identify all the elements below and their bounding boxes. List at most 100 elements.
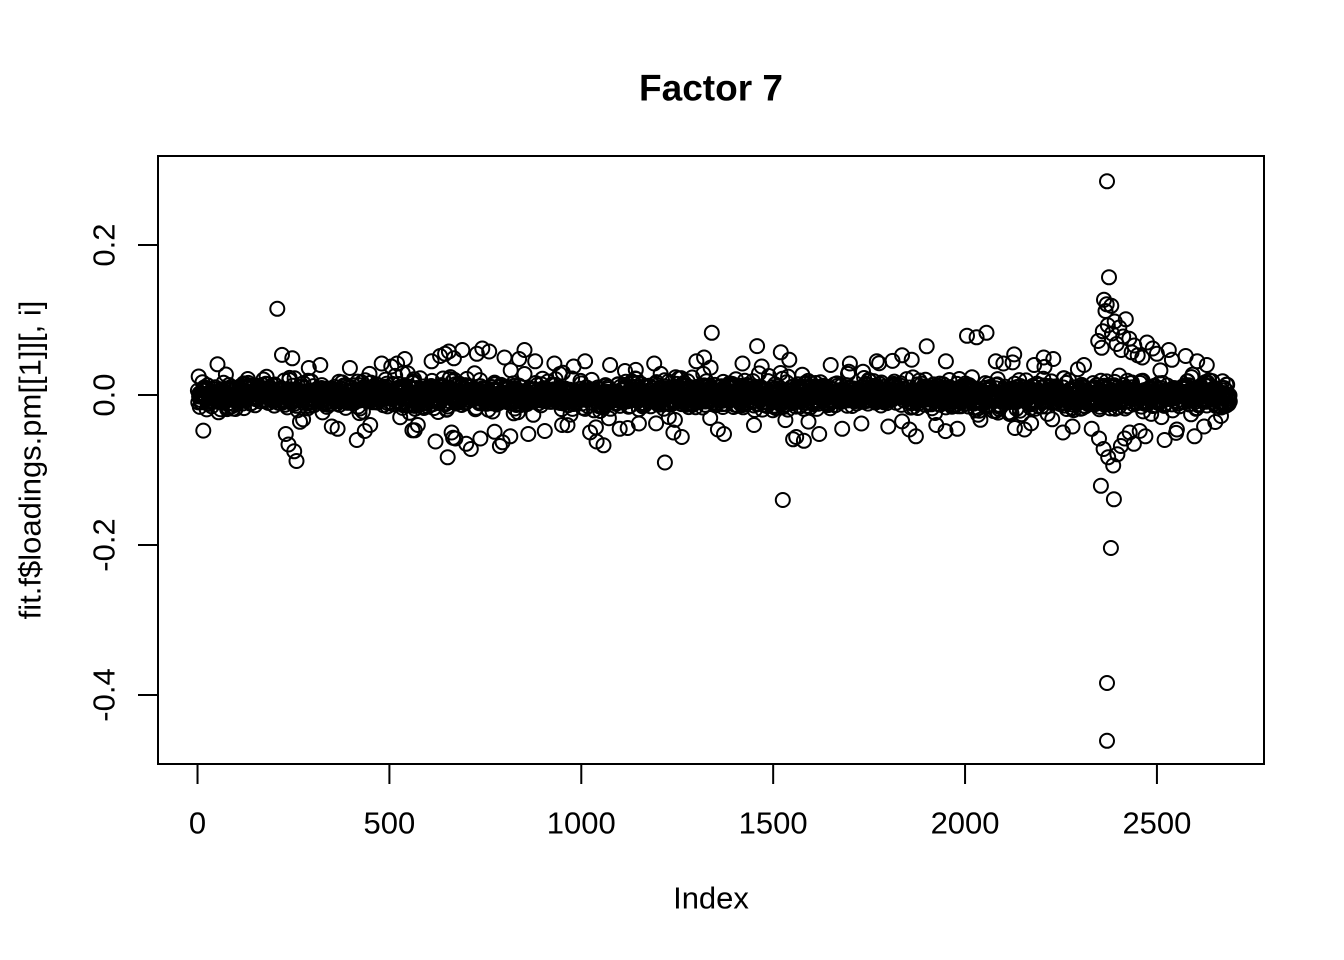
data-point [880,418,897,435]
data-point [716,426,732,442]
y-tick-label: 0.2 [87,223,122,266]
y-tick-label: 0.0 [87,373,122,416]
data-point [277,426,294,442]
data-point [666,411,683,428]
data-point [1044,411,1061,428]
data-point [195,422,212,439]
data-point [1152,362,1169,379]
y-tick-label: -0.2 [87,518,122,571]
data-point [1156,432,1173,448]
data-point [968,329,985,346]
data-point [777,412,794,429]
data-point [894,347,911,364]
x-tick-label: 2500 [1122,806,1191,841]
data-point [1104,325,1120,342]
data-point [362,417,379,433]
data-point [396,351,413,367]
x-tick-label: 0 [189,806,206,841]
data-point [1125,435,1142,452]
data-point [800,413,817,430]
data-point [516,342,533,358]
x-tick-label: 2000 [931,806,1000,841]
data-point [445,350,462,367]
x-tick-label: 500 [364,806,416,841]
y-tick-label: -0.4 [87,668,122,721]
data-point [1035,349,1052,366]
data-point [1105,491,1122,508]
data-point [1117,311,1134,328]
data-point [1186,428,1203,445]
data-point [928,417,945,433]
data-point [454,342,471,358]
data-point [696,349,713,366]
data-point [841,355,858,372]
data-point [274,346,290,363]
x-axis-label: Index [673,881,749,916]
data-point [1092,477,1109,494]
data-point [1099,675,1115,691]
data-point [269,300,286,317]
data-point [1213,408,1229,424]
data-point [409,417,426,433]
chart-title: Factor 7 [639,68,783,109]
data-point [937,353,954,370]
data-point [496,349,513,366]
data-point [520,426,537,442]
data-point [918,338,935,355]
data-point [772,344,789,361]
data-point [300,360,317,376]
data-point [292,413,308,430]
data-point [329,420,346,437]
data-point [1163,351,1180,368]
data-point [536,423,553,439]
data-point [1083,420,1100,437]
data-point [1093,339,1110,356]
data-point [1076,357,1092,373]
data-point [1101,269,1117,286]
data-point [648,415,665,432]
data-point [1168,421,1185,438]
data-point [972,411,989,428]
data-point [1026,357,1043,373]
data-point [959,327,975,344]
data-point [1198,357,1215,373]
data-point [907,428,924,445]
data-point [853,415,870,432]
data-point [746,417,762,433]
data-point [1134,349,1151,366]
data-point [749,338,766,355]
data-point [502,428,519,445]
data-point [1102,540,1119,556]
data-point [462,441,479,457]
data-point [423,353,440,370]
x-tick-label: 1000 [547,806,616,841]
data-point [781,351,798,368]
data-point [1105,457,1122,474]
data-point [753,358,770,375]
data-point [1189,353,1206,370]
data-points [189,173,1238,749]
data-point [559,417,576,434]
data-point [785,431,802,448]
x-tick-label: 1500 [739,806,808,841]
data-point [209,356,226,373]
data-point [1006,346,1023,363]
data-point [288,453,305,469]
data-point [348,432,365,448]
data-point [1091,430,1107,447]
data-point [1100,449,1117,466]
data-point [1045,351,1062,367]
data-point [703,324,720,341]
data-point [834,420,851,437]
data-point [602,357,619,373]
data-point [903,351,920,368]
data-point [1160,342,1177,358]
data-point [774,492,791,508]
data-point [822,357,839,373]
data-point [1144,340,1161,357]
data-point [868,353,885,370]
data-point [1221,393,1238,410]
data-point [1099,732,1115,749]
